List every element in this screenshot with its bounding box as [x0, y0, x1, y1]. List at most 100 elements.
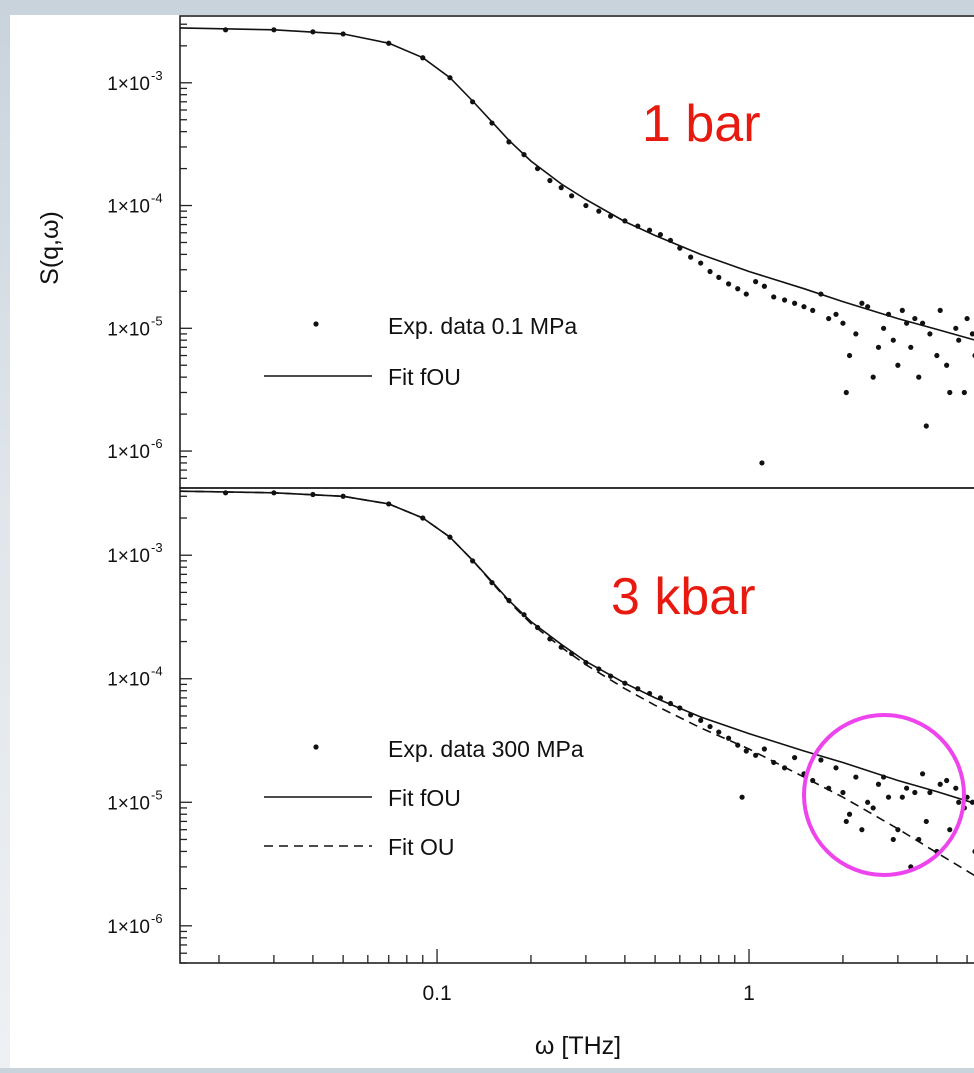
highlight-circle: [802, 713, 966, 877]
data-point: [927, 789, 933, 796]
data-point: [716, 274, 722, 280]
fit-ou-line: [179, 490, 974, 877]
annotation-3-kbar: 3 kbar: [611, 568, 756, 626]
data-point: [969, 331, 974, 337]
data-point: [753, 752, 759, 758]
panel-frames: [179, 15, 974, 964]
data-point: [919, 771, 926, 777]
data-point: [840, 320, 846, 326]
legend-bottom: Exp. data 300 MPa Fit fOU Fit OU: [264, 736, 584, 860]
fit-fou-line: [179, 490, 974, 804]
data-point: [865, 304, 871, 310]
data-point: [725, 735, 732, 741]
legend-label-fou: Fit fOU: [388, 364, 461, 390]
annotation-1-bar: 1 bar: [642, 95, 761, 153]
y-tick-label: 1×10: [107, 442, 150, 463]
data-point: [927, 331, 933, 337]
data-point: [899, 307, 905, 313]
data-point: [826, 315, 832, 322]
legend-label-exp: Exp. data 300 MPa: [388, 736, 584, 762]
x-tick-label: 1: [743, 982, 755, 1005]
data-point: [818, 757, 824, 763]
data-point: [937, 307, 943, 313]
data-point: [956, 799, 962, 805]
y-tick-label: 1×10: [107, 74, 150, 95]
data-point: [743, 291, 749, 297]
data-point: [833, 765, 839, 771]
y-tick-exponent: -3: [151, 68, 163, 83]
panel-bottom-frame: [179, 487, 974, 964]
data-point: [761, 746, 767, 752]
data-point: [801, 304, 807, 310]
data-point: [810, 307, 816, 313]
data-point: [743, 748, 749, 754]
chart-marks: [179, 27, 974, 877]
legend-top: Exp. data 0.1 MPa Fit fOU: [264, 313, 577, 390]
data-point: [944, 362, 950, 368]
data-point: [853, 331, 859, 337]
data-point: [880, 325, 887, 331]
data-point: [953, 785, 959, 791]
tick-labels: 1×10 -31×10 -41×10 -51×10 -61×10 -31×10 -41×10…: [107, 68, 755, 1005]
y-tick-exponent: -4: [151, 664, 163, 679]
data-point: [899, 794, 905, 800]
data-point: [725, 281, 732, 287]
x-axis-label: ω [THz]: [535, 1032, 621, 1060]
data-point: [859, 300, 865, 306]
y-axis-label: S(q,ω): [36, 211, 64, 285]
data-point: [646, 227, 653, 233]
data-point: [890, 836, 896, 843]
data-point: [792, 300, 798, 306]
data-point: [912, 315, 918, 322]
y-tick-label: 1×10: [107, 917, 150, 938]
data-point: [953, 325, 959, 331]
legend-label-exp: Exp. data 0.1 MPa: [388, 313, 577, 339]
data-point: [688, 254, 694, 260]
data-point: [657, 231, 664, 238]
data-point: [833, 311, 839, 317]
data-point: [961, 389, 967, 396]
data-point: [859, 827, 865, 833]
y-tick-exponent: -3: [151, 540, 163, 555]
data-point: [761, 283, 767, 289]
data-point: [781, 297, 788, 303]
data-point: [865, 799, 871, 805]
data-point: [947, 389, 953, 396]
data-point: [698, 260, 704, 266]
data-point: [944, 777, 950, 784]
y-tick-label: 1×10: [107, 319, 150, 340]
data-point: [547, 177, 553, 184]
legend-label-fou: Fit fOU: [388, 785, 461, 811]
data-point: [739, 794, 745, 800]
data-point: [707, 268, 713, 275]
data-point: [558, 185, 564, 191]
data-point: [843, 818, 849, 825]
y-tick-label: 1×10: [107, 793, 150, 814]
data-point: [735, 286, 741, 292]
data-point: [895, 362, 901, 368]
data-point: [908, 344, 914, 350]
data-point: [947, 827, 953, 833]
figure-background: [10, 15, 974, 1068]
data-point: [870, 805, 876, 811]
data-point: [923, 423, 929, 429]
data-point: [792, 754, 798, 761]
data-point: [759, 460, 765, 466]
data-point: [596, 208, 602, 214]
data-point: [875, 781, 882, 787]
data-point: [870, 374, 876, 380]
data-point: [846, 811, 853, 817]
y-tick-label: 1×10: [107, 546, 150, 567]
data-point: [840, 789, 846, 796]
data-point: [885, 794, 892, 800]
data-point: [846, 352, 853, 359]
data-point: [916, 374, 922, 380]
y-tick-label: 1×10: [107, 670, 150, 691]
legend-label-ou: Fit OU: [388, 834, 454, 860]
data-point: [698, 717, 704, 724]
y-tick-exponent: -4: [151, 191, 163, 206]
data-point: [853, 774, 859, 780]
data-point: [956, 337, 962, 343]
